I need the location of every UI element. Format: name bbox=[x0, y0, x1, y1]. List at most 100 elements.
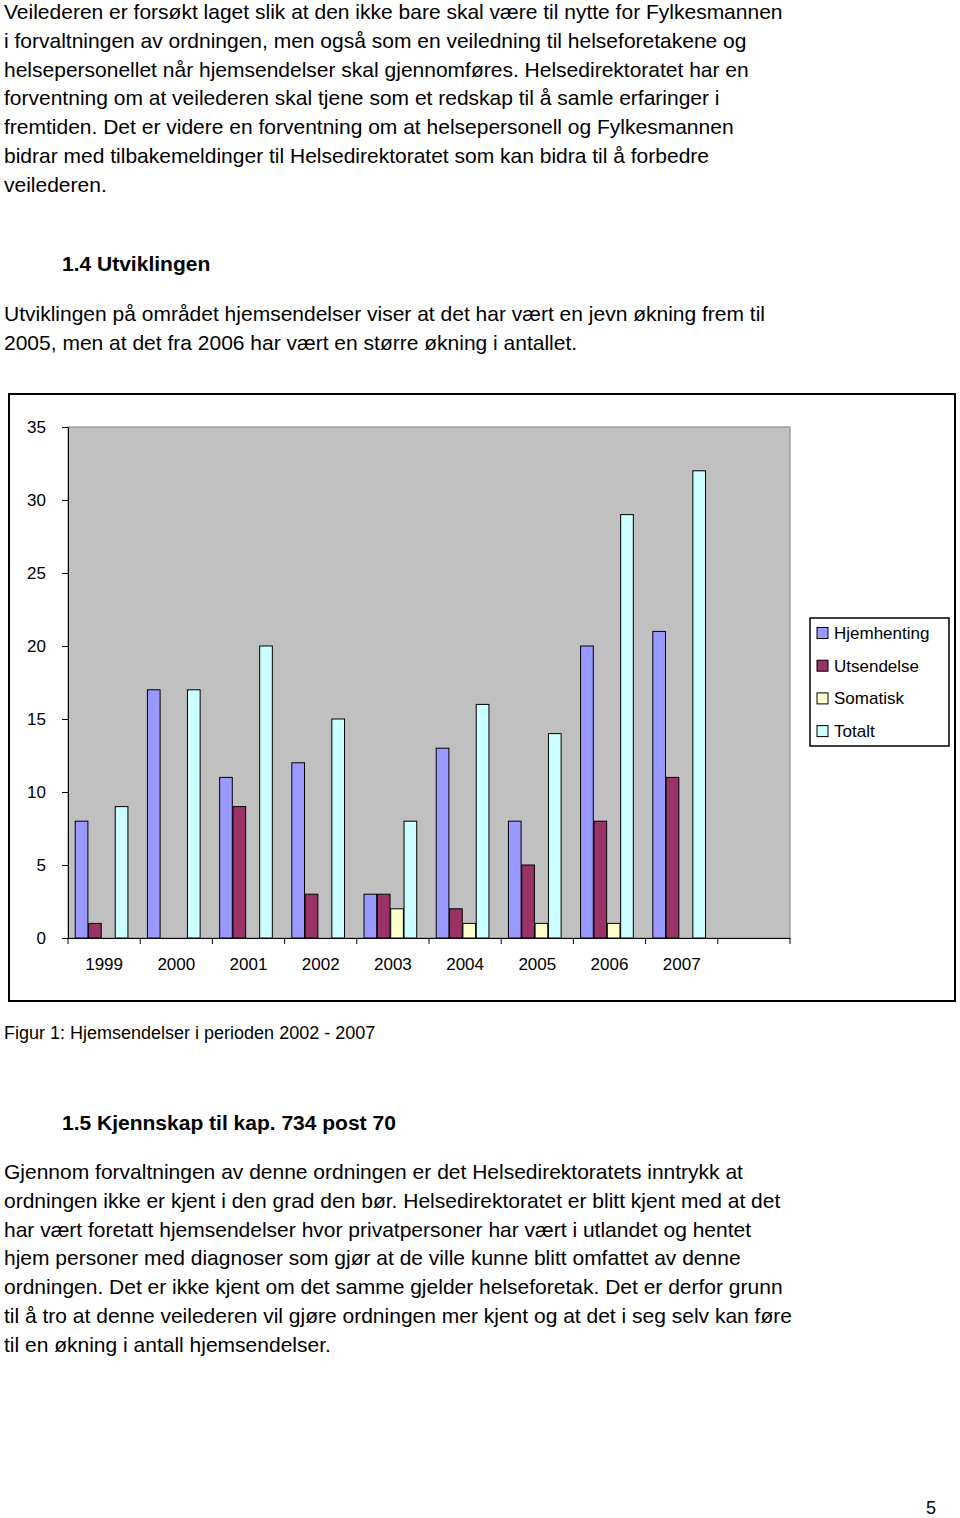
bar bbox=[666, 777, 679, 938]
y-tick: 20 bbox=[27, 637, 68, 656]
paragraph-line: veilederen. bbox=[4, 173, 107, 196]
legend-label: Somatisk bbox=[834, 689, 904, 708]
category-divider bbox=[429, 938, 430, 944]
paragraph-line: i forvaltningen av ordningen, men også s… bbox=[4, 29, 746, 52]
legend-box bbox=[810, 618, 949, 746]
y-tick: 25 bbox=[27, 564, 68, 583]
y-tick-mark bbox=[62, 865, 68, 866]
legend-label: Utsendelse bbox=[834, 657, 919, 676]
category-divider bbox=[501, 938, 502, 944]
bars bbox=[75, 471, 705, 938]
bar bbox=[508, 821, 521, 938]
bar bbox=[174, 938, 187, 939]
bar bbox=[581, 646, 594, 938]
bar bbox=[89, 923, 102, 938]
bar bbox=[548, 734, 561, 938]
bar bbox=[147, 690, 160, 938]
bar bbox=[75, 821, 88, 938]
plot-area bbox=[68, 427, 790, 938]
y-tick: 15 bbox=[27, 710, 68, 729]
x-tick: 2007 bbox=[663, 938, 701, 974]
y-tick-label: 15 bbox=[27, 710, 46, 729]
x-tick: 2001 bbox=[230, 938, 268, 974]
y-tick-mark bbox=[62, 573, 68, 574]
category-divider bbox=[356, 938, 357, 944]
bar bbox=[404, 821, 417, 938]
x-tick-label: 2005 bbox=[518, 955, 556, 974]
y-tick-mark bbox=[62, 719, 68, 720]
legend-label: Totalt bbox=[834, 722, 875, 741]
bar bbox=[246, 938, 259, 939]
category-divider bbox=[284, 938, 285, 944]
x-tick-label: 2007 bbox=[663, 955, 701, 974]
y-tick-mark bbox=[62, 938, 68, 939]
category-divider bbox=[717, 938, 718, 944]
bar bbox=[594, 821, 607, 938]
paragraph-line: Gjennom forvaltningen av denne ordningen… bbox=[4, 1160, 743, 1183]
bar bbox=[220, 777, 233, 938]
y-tick: 10 bbox=[27, 783, 68, 802]
bar bbox=[305, 894, 318, 938]
paragraph-line: til en økning i antall hjemsendelser. bbox=[4, 1333, 331, 1356]
bar bbox=[535, 923, 548, 938]
y-tick: 0 bbox=[37, 929, 68, 948]
y-tick-mark bbox=[62, 427, 68, 428]
y-tick: 35 bbox=[27, 418, 68, 437]
bar bbox=[463, 923, 476, 938]
legend-swatch bbox=[817, 726, 828, 737]
x-tick: 1999 bbox=[85, 938, 123, 974]
paragraph-line: Utviklingen på området hjemsendelser vis… bbox=[4, 302, 765, 325]
paragraph-line: bidrar med tilbakemeldinger til Helsedir… bbox=[4, 144, 709, 167]
bar bbox=[680, 938, 693, 939]
x-axis: 1999 2000 2001 2002 2003 2004 2005 2006 2007 bbox=[69, 938, 791, 974]
y-tick-mark bbox=[62, 646, 68, 647]
bar bbox=[102, 938, 115, 939]
category-divider bbox=[140, 938, 141, 944]
bar bbox=[436, 748, 449, 938]
y-tick-label: 25 bbox=[27, 564, 46, 583]
bar bbox=[161, 938, 174, 939]
paragraph-line: har vært foretatt hjemsendelser hvor pri… bbox=[4, 1218, 751, 1241]
bar bbox=[450, 909, 463, 938]
bar bbox=[476, 704, 489, 938]
category-divider bbox=[573, 938, 574, 944]
y-tick-mark bbox=[62, 500, 68, 501]
x-tick-label: 2006 bbox=[591, 955, 629, 974]
legend: Hjemhenting Utsendelse Somatisk Totalt bbox=[810, 618, 949, 746]
x-tick-label: 2002 bbox=[302, 955, 340, 974]
paragraph-line: til å tro at denne veilederen vil gjøre … bbox=[4, 1304, 792, 1327]
page-number: 5 bbox=[926, 1498, 936, 1518]
paragraph-line: helsepersonellet når hjemsendelser skal … bbox=[4, 58, 749, 81]
x-tick: 2003 bbox=[374, 938, 412, 974]
heading: 1.5 Kjennskap til kap. 734 post 70 bbox=[62, 1111, 396, 1134]
paragraph-line: ordningen. Det er ikke kjent om det samm… bbox=[4, 1275, 783, 1298]
x-tick: 2006 bbox=[591, 938, 629, 974]
page: Veilederen er forsøkt laget slik at den … bbox=[0, 0, 960, 1518]
y-tick-label: 5 bbox=[37, 856, 46, 875]
bar bbox=[522, 865, 535, 938]
x-tick-label: 2003 bbox=[374, 955, 412, 974]
bar bbox=[319, 938, 332, 939]
heading: 1.4 Utviklingen bbox=[62, 252, 210, 275]
legend-label: Hjemhenting bbox=[834, 624, 929, 643]
category-divider bbox=[68, 938, 69, 944]
x-tick: 2002 bbox=[302, 938, 340, 974]
bar bbox=[187, 690, 200, 938]
caption: Figur 1: Hjemsendelser i perioden 2002 -… bbox=[4, 1023, 375, 1043]
bar bbox=[653, 631, 666, 938]
bar bbox=[693, 471, 706, 938]
x-tick: 2005 bbox=[518, 938, 556, 974]
legend-swatch bbox=[817, 628, 828, 639]
y-axis-line bbox=[68, 428, 69, 939]
bar bbox=[260, 646, 273, 938]
y-tick: 30 bbox=[27, 491, 68, 510]
x-tick: 2004 bbox=[446, 938, 484, 974]
bar bbox=[332, 719, 345, 938]
bar bbox=[621, 515, 634, 938]
bar bbox=[377, 894, 390, 938]
x-tick-label: 2000 bbox=[157, 955, 195, 974]
chart-frame bbox=[9, 394, 955, 1001]
paragraph-line: Veilederen er forsøkt laget slik at den … bbox=[4, 0, 783, 23]
x-tick-label: 2004 bbox=[446, 955, 484, 974]
bar bbox=[292, 763, 305, 938]
